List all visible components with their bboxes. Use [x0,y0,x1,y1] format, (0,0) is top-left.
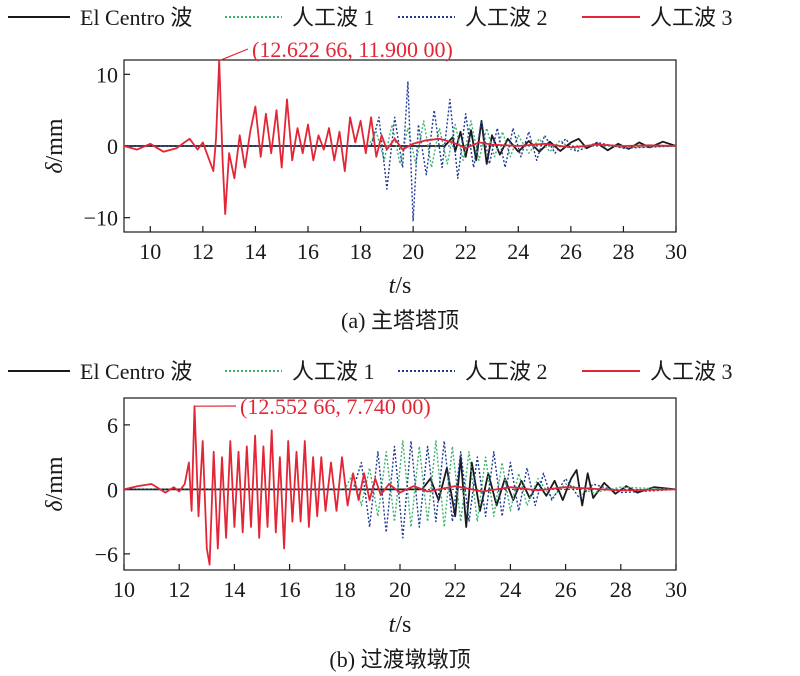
series-group-b [123,405,677,566]
caption-b: (b) 过渡墩墩顶 [329,647,470,672]
x-tick-label-a-28: 28 [612,239,634,264]
x-tick-label-a-26: 26 [560,239,582,264]
x-ticks-b: 10 12 14 16 18 20 22 24 26 28 30 [113,564,687,602]
series-group-a [123,59,677,223]
annotation-b-text: (12.552 66, 7.740 00) [240,394,431,419]
annotation-a-leader [218,48,249,62]
x-tick-label-b-14: 14 [223,577,245,602]
legend-b-label-wave-1: 人工波 1 [292,359,375,384]
x-tick-label-a-14: 14 [244,239,266,264]
series-line-b-0 [124,456,677,528]
x-axis-label-b-unit: /s [395,612,411,638]
x-tick-label-b-28: 28 [610,577,632,602]
x-tick-label-b-18: 18 [334,577,356,602]
legend-b: El Centro 波 人工波 1 人工波 2 人工波 3 [8,359,733,384]
x-tick-label-a-24: 24 [507,239,529,264]
caption-a: (a) 主塔塔顶 [341,308,459,333]
legend-a-label-wave-2: 人工波 2 [465,5,548,30]
series-line-b-2 [124,440,677,539]
x-tick-label-b-22: 22 [444,577,466,602]
y-axis-label-b: δ/mm [42,456,68,511]
chart-panel-b: El Centro 波 人工波 1 人工波 2 人工波 3 10 12 14 16 18… [8,359,733,672]
x-axis-label-a-unit: /s [395,273,411,299]
legend-a-label-wave-1: 人工波 1 [292,5,375,30]
x-tick-label-a-22: 22 [455,239,477,264]
y-tick-label-b-6: 6 [107,413,118,438]
y-tick-label-a-10: 10 [96,62,118,87]
x-tick-label-a-12: 12 [192,239,214,264]
x-tick-label-a-10: 10 [139,239,161,264]
x-axis-label-b-symbol: t [389,612,397,638]
x-tick-label-b-10: 10 [113,577,135,602]
y-axis-label-a-unit: /mm [42,118,68,162]
y-axis-label-b-unit: /mm [42,456,68,500]
x-tick-label-a-16: 16 [297,239,319,264]
series-line-b-3 [123,405,677,566]
x-axis-label-a: t/s [389,273,412,299]
x-tick-label-a-30: 30 [665,239,687,264]
x-tick-label-a-20: 20 [402,239,424,264]
series-line-a-3 [123,59,677,216]
annotation-b: (12.552 66, 7.740 00) [194,394,431,419]
legend-b-label-el-centro: El Centro 波 [80,359,192,384]
chart-panel-a: El Centro 波 人工波 1 人工波 2 人工波 3 10 12 14 16 18… [8,5,733,333]
x-tick-label-b-30: 30 [665,577,687,602]
y-ticks-a: −10 0 10 [84,62,130,231]
series-line-a-1 [124,120,677,169]
legend-a-label-el-centro: El Centro 波 [80,5,192,30]
annotation-a: (12.622 66, 11.900 00) [218,37,453,62]
x-axis-label-b: t/s [389,612,412,638]
series-line-a-0 [124,120,677,165]
annotation-a-text: (12.622 66, 11.900 00) [252,37,453,62]
x-tick-label-a-18: 18 [350,239,372,264]
x-axis-label-a-symbol: t [389,273,397,299]
x-ticks-a: 10 12 14 16 18 20 22 24 26 28 30 [139,226,687,264]
x-tick-label-b-26: 26 [555,577,577,602]
y-axis-label-b-symbol: δ [42,500,68,512]
legend-a-label-wave-3: 人工波 3 [650,5,733,30]
x-tick-label-b-12: 12 [168,577,190,602]
legend-b-label-wave-3: 人工波 3 [650,359,733,384]
y-axis-label-a-symbol: δ [42,162,68,174]
legend-b-label-wave-2: 人工波 2 [465,359,548,384]
series-line-a-2 [124,80,677,223]
x-tick-label-b-16: 16 [279,577,301,602]
y-tick-label-a-0: 0 [107,134,118,159]
legend-a: El Centro 波 人工波 1 人工波 2 人工波 3 [8,5,733,30]
y-tick-label-b-0: 0 [107,477,118,502]
y-tick-label-a--10: −10 [84,206,118,231]
y-axis-label-a: δ/mm [42,118,68,173]
x-tick-label-b-20: 20 [389,577,411,602]
x-tick-label-b-24: 24 [499,577,521,602]
y-tick-label-b--6: −6 [95,542,118,567]
